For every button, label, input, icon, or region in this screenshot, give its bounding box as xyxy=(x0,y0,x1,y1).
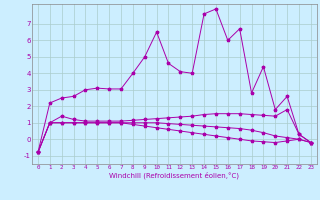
X-axis label: Windchill (Refroidissement éolien,°C): Windchill (Refroidissement éolien,°C) xyxy=(109,172,239,179)
